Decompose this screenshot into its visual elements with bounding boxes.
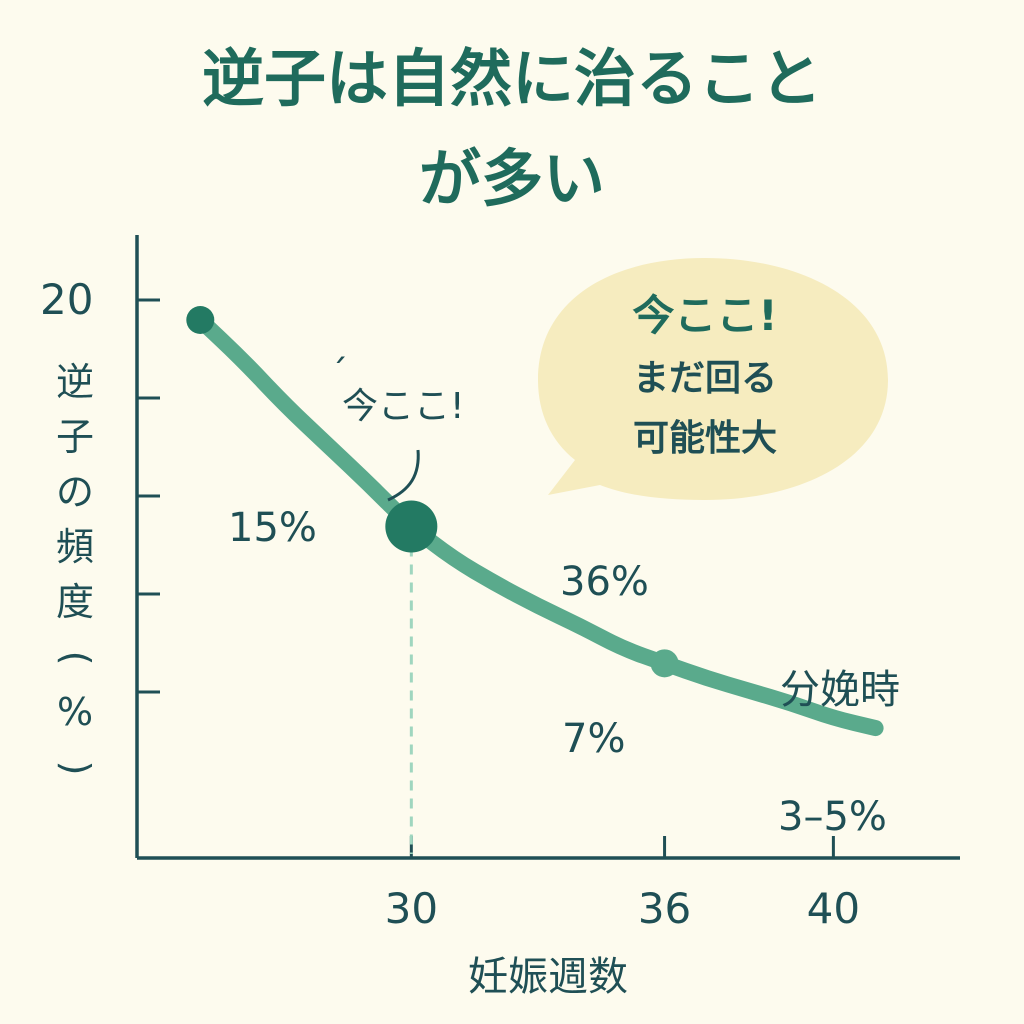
y-axis-label-char: 度	[56, 580, 94, 624]
data-label-3-5pct: 3–5%	[778, 794, 887, 840]
x-axis-label: 妊娠週数	[468, 954, 628, 1000]
data-point-marker	[186, 306, 215, 334]
x-ticks: 30 36 40	[385, 836, 860, 933]
y-axis-label-char: 子	[56, 415, 94, 459]
markers-group	[186, 306, 679, 678]
data-label-7pct: 7%	[562, 716, 625, 762]
marker-annotation-tick: ˊ	[330, 353, 348, 394]
data-label-36pct: 36%	[560, 559, 649, 605]
x-tick-label: 36	[638, 884, 691, 933]
marker-annotation-pointer	[387, 449, 420, 502]
chart-title-line2: が多い	[419, 142, 605, 215]
series-line	[192, 312, 884, 737]
speech-bubble-shape	[538, 258, 888, 500]
x-tick-label: 30	[385, 884, 438, 933]
bubble-line1: まだ回る	[633, 358, 777, 399]
y-axis-label-char: 逆	[56, 360, 94, 404]
current-week-marker	[385, 500, 438, 553]
x-tick-label: 40	[807, 884, 860, 933]
chart-title-line1: 逆子は自然に治ること	[202, 42, 822, 115]
y-tick-marks	[137, 298, 160, 694]
marker-annotation: ˊ 今ここ!	[330, 353, 464, 502]
y-axis-label-char: )	[54, 761, 98, 776]
marker-annotation-text: 今ここ!	[342, 386, 464, 427]
y-axis-label-char: 頻	[56, 525, 94, 569]
series-group	[192, 312, 884, 737]
speech-bubble: 今ここ! まだ回る 可能性大	[538, 258, 888, 500]
y-axis-label-char: の	[56, 470, 94, 514]
data-point-marker	[650, 649, 679, 678]
y-axis-label-char: (	[54, 651, 98, 666]
bubble-title: 今ここ!	[632, 291, 777, 340]
y-tick-label: 20	[40, 275, 93, 324]
data-label-delivery: 分娩時	[780, 667, 900, 713]
bubble-line2: 可能性大	[633, 418, 777, 459]
data-label-15pct: 15%	[228, 505, 317, 551]
y-axis-label-char: %	[57, 690, 93, 734]
